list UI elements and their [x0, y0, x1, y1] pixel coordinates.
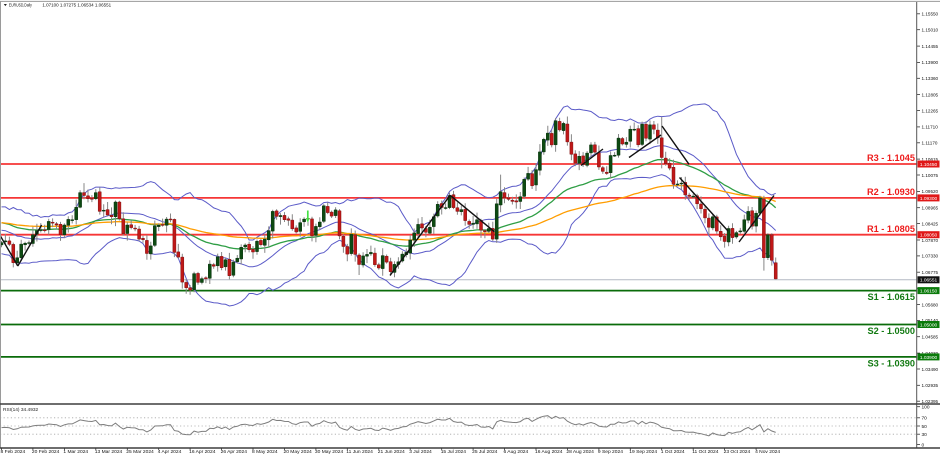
svg-text:1.08425: 1.08425	[922, 221, 939, 226]
svg-text:1.02935: 1.02935	[922, 383, 939, 388]
svg-text:1 Mar 2024: 1 Mar 2024	[63, 449, 88, 455]
svg-text:11 Jun 2024: 11 Jun 2024	[346, 449, 373, 455]
svg-text:25 Mar 2024: 25 Mar 2024	[126, 449, 154, 455]
svg-text:1.09300: 1.09300	[920, 196, 938, 202]
svg-text:1.13900: 1.13900	[922, 60, 939, 65]
svg-text:1.02395: 1.02395	[922, 399, 939, 404]
svg-text:1.10450: 1.10450	[920, 162, 938, 168]
svg-text:13 Mar 2024: 13 Mar 2024	[95, 449, 123, 455]
svg-text:S3 - 1.0390: S3 - 1.0390	[867, 358, 915, 368]
svg-text:11 Oct 2024: 11 Oct 2024	[692, 449, 719, 455]
svg-text:28 Aug 2024: 28 Aug 2024	[566, 449, 594, 455]
svg-text:1.10075: 1.10075	[922, 173, 939, 178]
svg-text:1.11170: 1.11170	[922, 141, 938, 146]
svg-text:1.05000: 1.05000	[920, 322, 938, 328]
svg-text:1.06551: 1.06551	[920, 278, 938, 284]
svg-text:20 Feb 2024: 20 Feb 2024	[32, 449, 60, 455]
svg-text:3 Jul 2024: 3 Jul 2024	[409, 449, 432, 455]
svg-text:1.07870: 1.07870	[922, 238, 939, 243]
svg-text:30: 30	[922, 432, 928, 438]
svg-text:30 May 2024: 30 May 2024	[315, 449, 344, 455]
svg-text:1 Oct 2024: 1 Oct 2024	[661, 449, 685, 455]
svg-text:1.15010: 1.15010	[922, 28, 939, 33]
svg-text:8 May 2024: 8 May 2024	[252, 449, 278, 455]
svg-text:9 Sep 2024: 9 Sep 2024	[598, 449, 623, 455]
svg-text:1.03490: 1.03490	[922, 367, 939, 372]
svg-text:4 Nov 2024: 4 Nov 2024	[755, 449, 780, 455]
svg-text:1.03900: 1.03900	[920, 355, 938, 361]
svg-text:1.12265: 1.12265	[922, 108, 939, 113]
svg-text:50: 50	[922, 424, 928, 430]
svg-text:1.07330: 1.07330	[922, 254, 939, 259]
svg-text:1.06775: 1.06775	[922, 270, 939, 275]
svg-text:23 Oct 2024: 23 Oct 2024	[724, 449, 751, 455]
svg-text:1.14455: 1.14455	[922, 44, 939, 49]
svg-text:1.07100 1.07275 1.06534 1.0655: 1.07100 1.07275 1.06534 1.06551	[42, 2, 111, 7]
svg-text:0: 0	[922, 442, 925, 448]
svg-text:8 Feb 2024: 8 Feb 2024	[1, 449, 26, 455]
svg-text:1.05680: 1.05680	[922, 302, 939, 307]
svg-text:1.12805: 1.12805	[922, 92, 939, 97]
svg-text:R3 - 1.1045: R3 - 1.1045	[867, 153, 915, 163]
svg-text:1.15550: 1.15550	[922, 12, 939, 17]
svg-text:1.05140: 1.05140	[922, 318, 939, 323]
svg-text:16 Apr 2024: 16 Apr 2024	[189, 449, 216, 455]
svg-text:70: 70	[922, 416, 928, 422]
svg-text:1.08965: 1.08965	[922, 206, 939, 211]
svg-text:26 Apr 2024: 26 Apr 2024	[221, 449, 248, 455]
svg-text:1.09520: 1.09520	[922, 189, 939, 194]
svg-text:1.11710: 1.11710	[922, 125, 939, 130]
svg-text:1.04585: 1.04585	[922, 335, 939, 340]
svg-text:21 Jun 2024: 21 Jun 2024	[378, 449, 405, 455]
svg-text:100: 100	[922, 405, 930, 411]
svg-text:6 Aug 2024: 6 Aug 2024	[504, 449, 529, 455]
svg-text:1.08050: 1.08050	[920, 233, 938, 239]
svg-text:R2 - 1.0930: R2 - 1.0930	[867, 187, 915, 197]
svg-text:1.06150: 1.06150	[920, 289, 938, 295]
svg-text:S1 - 1.0615: S1 - 1.0615	[867, 292, 915, 302]
svg-text:1.13360: 1.13360	[922, 76, 939, 81]
svg-text:RSI(14) 34.4932: RSI(14) 34.4932	[3, 407, 39, 413]
svg-text:1.10615: 1.10615	[922, 157, 939, 162]
svg-text:16 Aug 2024: 16 Aug 2024	[535, 449, 563, 455]
svg-text:25 Jul 2024: 25 Jul 2024	[472, 449, 498, 455]
svg-text:EURUSD,Daily: EURUSD,Daily	[9, 2, 32, 7]
svg-text:15 Jul 2024: 15 Jul 2024	[441, 449, 467, 455]
svg-text:R1 - 1.0805: R1 - 1.0805	[867, 224, 915, 234]
svg-text:S2 - 1.0500: S2 - 1.0500	[867, 326, 915, 336]
svg-text:20 May 2024: 20 May 2024	[284, 449, 313, 455]
svg-text:4 Apr 2024: 4 Apr 2024	[158, 449, 182, 455]
svg-text:19 Sep 2024: 19 Sep 2024	[629, 449, 657, 455]
